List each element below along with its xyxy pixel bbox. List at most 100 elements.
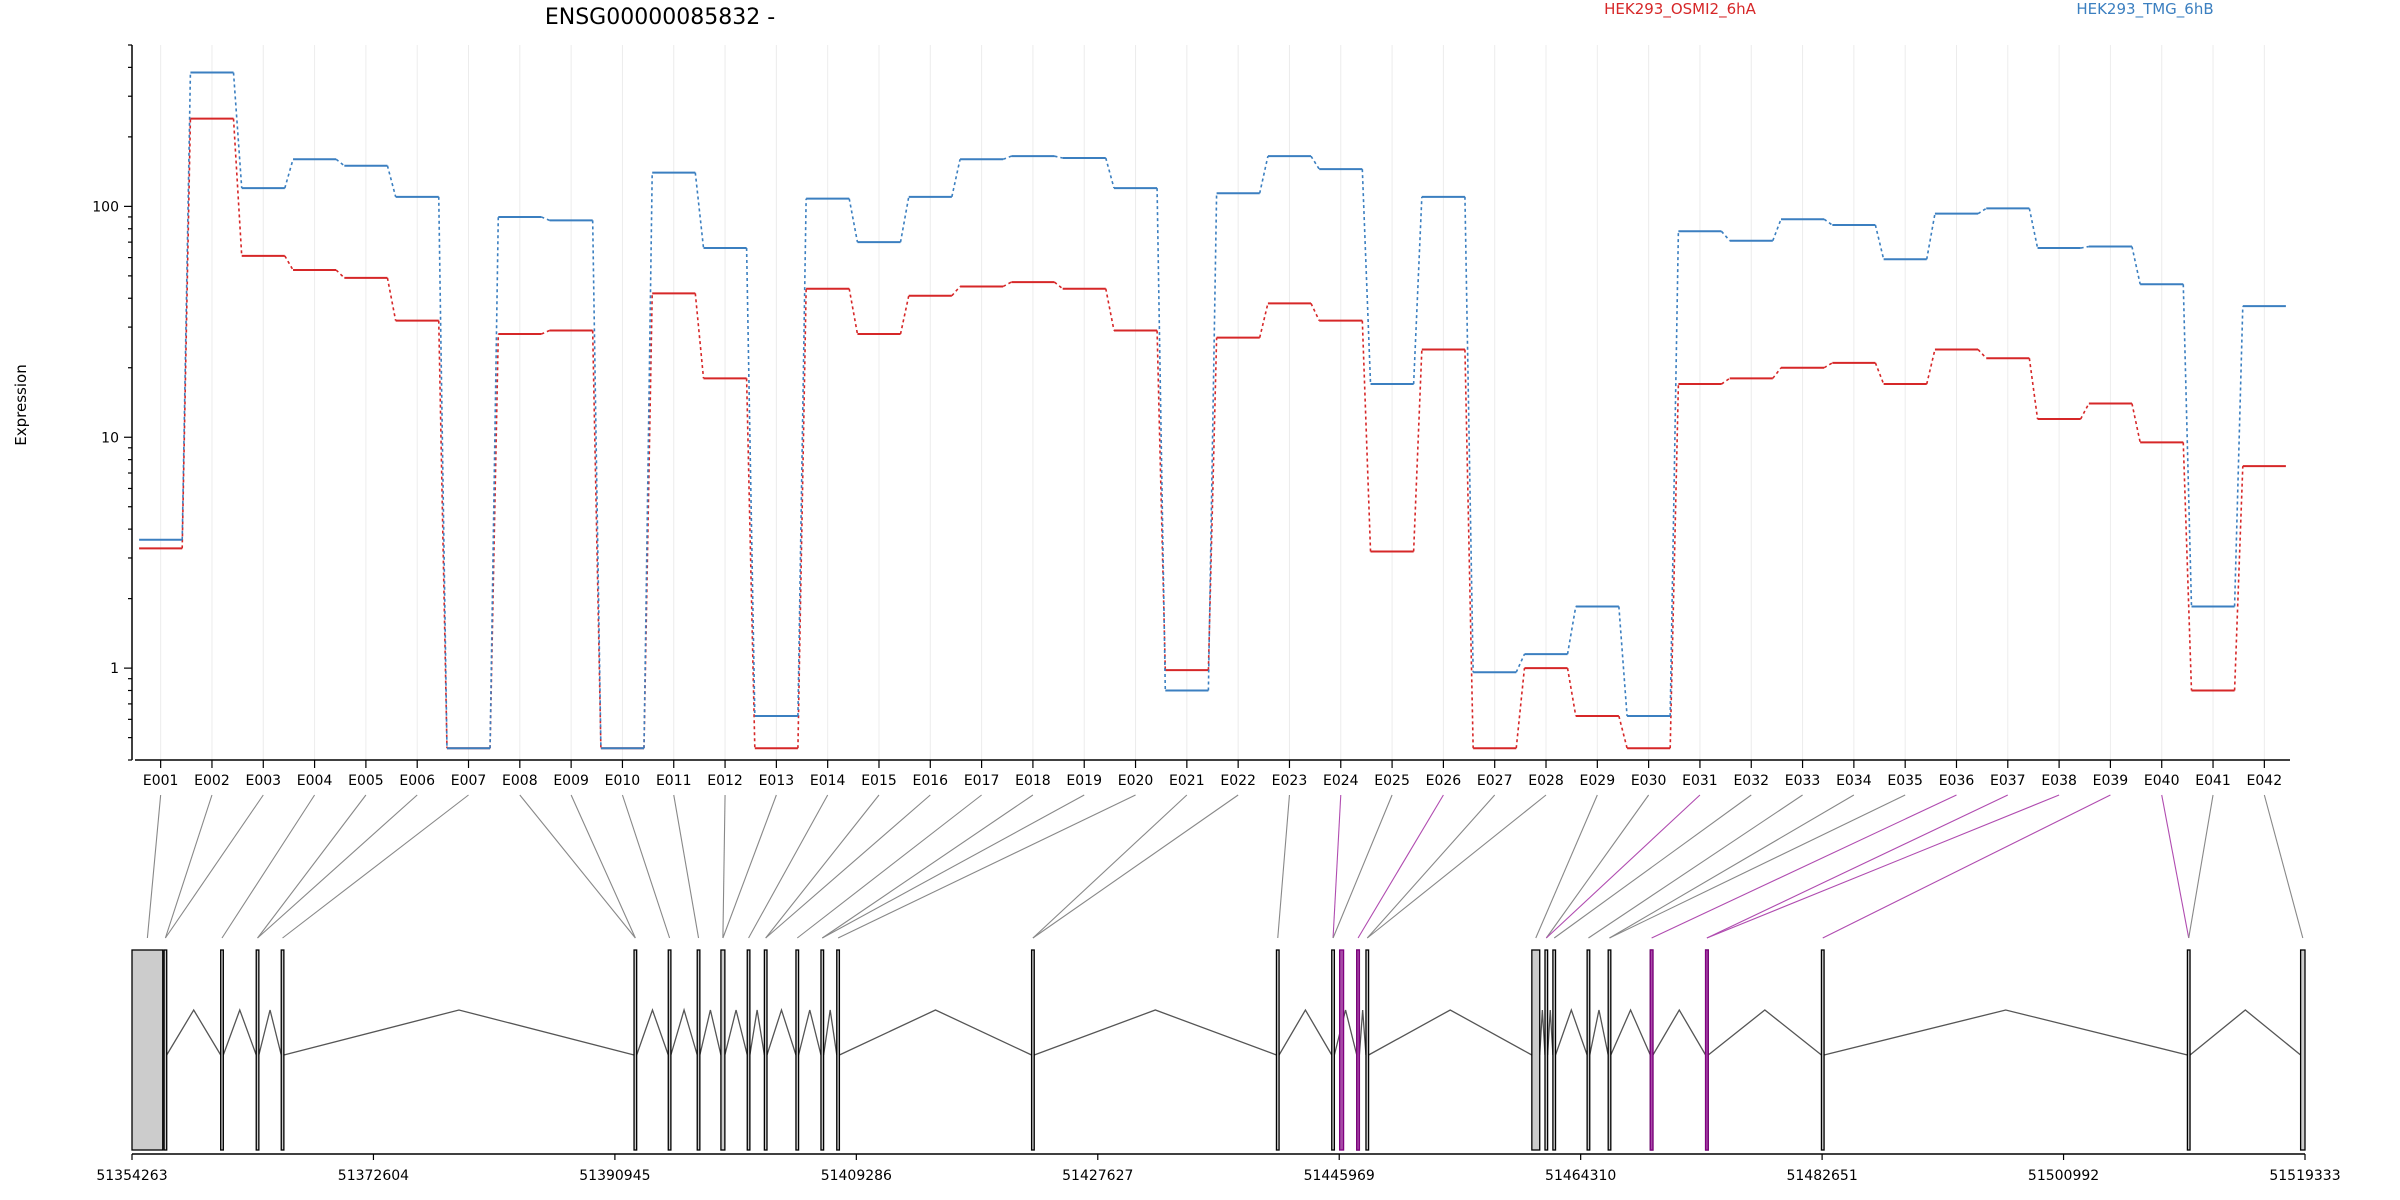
intron bbox=[749, 1009, 766, 1056]
genome-tick-label: 51409286 bbox=[821, 1168, 892, 1184]
series-connector bbox=[1258, 303, 1269, 338]
x-tick-label: E010 bbox=[605, 773, 641, 789]
series-connector bbox=[284, 255, 294, 271]
series-connector bbox=[232, 72, 243, 189]
series-connector bbox=[335, 158, 345, 167]
series-connector bbox=[2131, 246, 2141, 285]
exon-connector bbox=[796, 794, 982, 939]
x-tick-label: E016 bbox=[913, 773, 949, 789]
x-tick-label: E018 bbox=[1015, 773, 1051, 789]
exon-box-highlight bbox=[1704, 949, 1709, 1151]
intron bbox=[1278, 1008, 1333, 1056]
x-tick-label: E034 bbox=[1836, 773, 1872, 789]
exon-connector bbox=[146, 794, 162, 939]
intron bbox=[1707, 1009, 1822, 1056]
x-tick-label: E033 bbox=[1785, 773, 1821, 789]
intron bbox=[1539, 1009, 1546, 1056]
genome-tick-label: 51372604 bbox=[338, 1168, 409, 1184]
series-connector bbox=[899, 196, 910, 243]
series-connector bbox=[1515, 668, 1526, 749]
x-tick-label: E020 bbox=[1118, 773, 1154, 789]
x-tick-label: E030 bbox=[1631, 773, 1667, 789]
series-connector bbox=[386, 277, 397, 321]
exon-box bbox=[255, 949, 260, 1151]
exon-connector bbox=[570, 794, 636, 939]
x-axis-ticks: E001 E002 E003 E004 E005 E006 E007 E008 E009 E010… bbox=[143, 760, 2282, 789]
series-connector bbox=[1002, 155, 1012, 160]
series-connector bbox=[1104, 288, 1115, 331]
series-connector bbox=[1721, 377, 1731, 385]
series-connector bbox=[643, 293, 653, 749]
exon-connector bbox=[1651, 794, 1957, 939]
exon-box bbox=[1030, 949, 1035, 1151]
x-tick-label: E014 bbox=[810, 773, 846, 789]
exon-connector bbox=[1545, 794, 1701, 939]
x-tick-label: E028 bbox=[1528, 773, 1564, 789]
exon-connector bbox=[765, 794, 880, 939]
series-connector bbox=[591, 330, 602, 749]
x-tick-label: E041 bbox=[2195, 773, 2231, 789]
x-tick-label: E029 bbox=[1580, 773, 1616, 789]
exon-connector bbox=[1032, 794, 1188, 939]
intron bbox=[283, 1009, 635, 1056]
exon-box bbox=[795, 949, 800, 1151]
exon-box bbox=[763, 949, 768, 1151]
intron bbox=[1610, 1008, 1651, 1056]
exon-connector bbox=[164, 794, 213, 939]
intron bbox=[699, 1009, 722, 1056]
exon-box-highlight bbox=[1649, 949, 1654, 1151]
series-connector bbox=[386, 165, 397, 198]
series-connector bbox=[1464, 196, 1474, 673]
series-connector bbox=[181, 72, 192, 540]
x-tick-label: E042 bbox=[2247, 773, 2283, 789]
exon-connector bbox=[748, 794, 829, 939]
exon-box bbox=[820, 949, 825, 1151]
intron bbox=[2189, 1009, 2302, 1056]
intron bbox=[1333, 1009, 1358, 1056]
intron bbox=[1034, 1009, 1277, 1056]
series-connector bbox=[1412, 349, 1423, 552]
series-connector bbox=[2028, 358, 2039, 420]
series-connector bbox=[1515, 653, 1526, 673]
exon-box bbox=[1607, 949, 1612, 1151]
series-connector bbox=[1977, 207, 1987, 215]
exon-connector bbox=[1366, 794, 1496, 939]
intron bbox=[258, 1009, 282, 1056]
series-connector bbox=[1105, 157, 1115, 189]
x-tick-label: E022 bbox=[1220, 773, 1256, 789]
x-tick-label: E040 bbox=[2144, 773, 2180, 789]
series-connector bbox=[1566, 606, 1577, 655]
series-connector bbox=[2233, 306, 2244, 607]
intron bbox=[1358, 1009, 1367, 1056]
series-connector bbox=[1054, 155, 1063, 159]
series-connector bbox=[1669, 231, 1680, 717]
series-connector bbox=[951, 159, 961, 197]
intron bbox=[766, 1007, 797, 1056]
series-connector bbox=[541, 216, 550, 222]
intron bbox=[166, 1008, 222, 1056]
genome-tick-label: 51464310 bbox=[1545, 1168, 1616, 1184]
exon-box bbox=[667, 949, 672, 1151]
series-connector bbox=[797, 288, 807, 749]
x-tick-label: E011 bbox=[656, 773, 692, 789]
exon-connector bbox=[1706, 794, 2060, 939]
intron bbox=[1823, 1009, 2188, 1056]
series-connector bbox=[1207, 337, 1218, 671]
genome-tick-label: 51427627 bbox=[1062, 1168, 1133, 1184]
y-tick-label: 10 bbox=[101, 430, 119, 446]
exon-connector bbox=[1332, 794, 1342, 939]
x-tick-label: E031 bbox=[1682, 773, 1718, 789]
series-connector bbox=[1823, 362, 1833, 369]
exon-connector bbox=[1357, 794, 1444, 939]
series-connector bbox=[2233, 466, 2244, 691]
series bbox=[139, 71, 2286, 750]
axes: 1 10 100 bbox=[92, 44, 2290, 761]
series-connector bbox=[2131, 403, 2141, 443]
series-connector bbox=[1361, 320, 1372, 552]
series-connector bbox=[745, 248, 756, 717]
x-tick-label: E017 bbox=[964, 773, 1000, 789]
intron bbox=[670, 1007, 698, 1056]
x-tick-label: E002 bbox=[194, 773, 230, 789]
series-connector bbox=[1156, 330, 1167, 671]
